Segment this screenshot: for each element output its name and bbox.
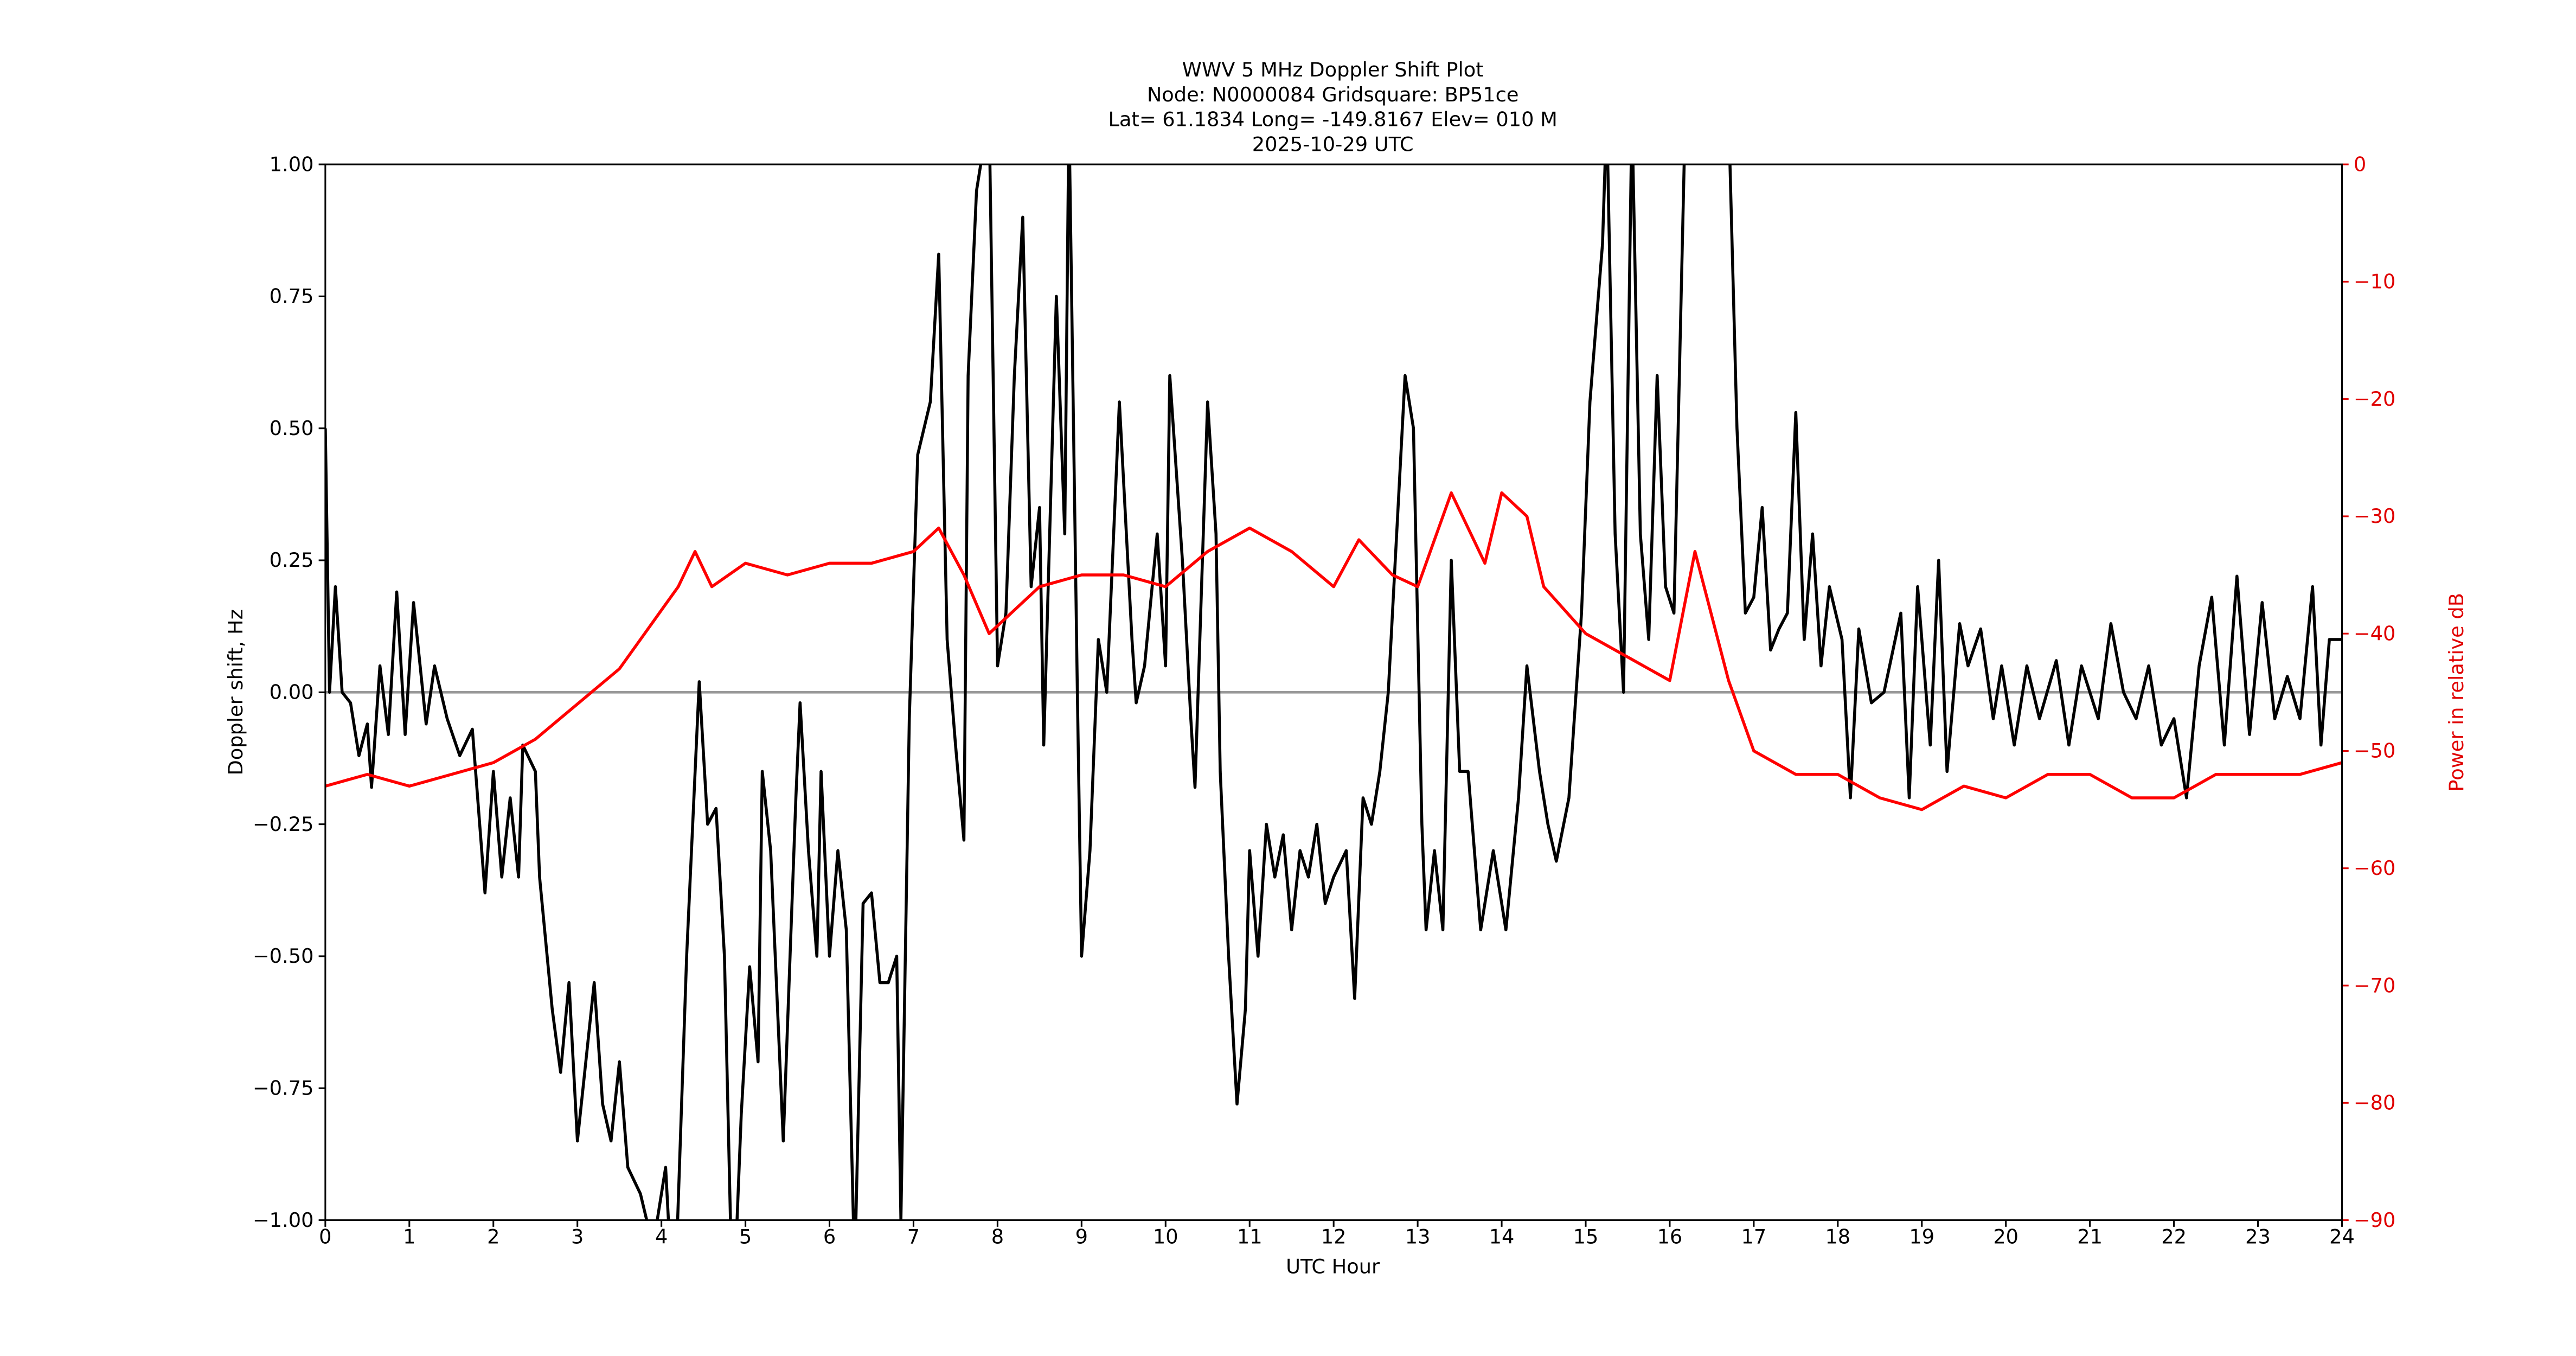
x-tick-label: 4 [655, 1225, 668, 1248]
y-tick-label: 0.75 [270, 285, 314, 308]
x-tick-label: 22 [2161, 1225, 2187, 1248]
x-tick-label: 6 [823, 1225, 836, 1248]
y2-axis-label: Power in relative dB [2445, 593, 2468, 792]
x-tick-label: 24 [2329, 1225, 2355, 1248]
y2-tick-label: −40 [2354, 622, 2396, 645]
y-tick-label: 0.50 [270, 417, 314, 440]
y2-tick-label: −50 [2354, 739, 2396, 763]
y2-tick-label: 0 [2354, 152, 2366, 176]
x-tick-label: 12 [1321, 1225, 1347, 1248]
x-tick-label: 1 [403, 1225, 415, 1248]
plot-frame [324, 163, 2343, 1221]
y2-tick-label: −70 [2354, 974, 2396, 997]
x-tick-label: 19 [1909, 1225, 1934, 1248]
series-line [325, 491, 2342, 811]
x-tick-label: 8 [991, 1225, 1004, 1248]
x-tick-label: 13 [1405, 1225, 1431, 1248]
x-tick-label: 9 [1075, 1225, 1088, 1248]
chart-title: 2025-10-29 UTC [1252, 133, 1414, 156]
x-axis-label: UTC Hour [1286, 1255, 1380, 1278]
x-tick-label: 3 [571, 1225, 584, 1248]
y2-tick-label: −90 [2354, 1208, 2396, 1232]
y-tick-label: 1.00 [270, 152, 314, 176]
chart-title: Node: N0000084 Gridsquare: BP51ce [1147, 83, 1519, 106]
x-tick-label: 0 [319, 1225, 331, 1248]
y-axis-label: Doppler shift, Hz [224, 609, 247, 775]
series-line [325, 164, 2342, 1220]
y2-tick-label: −10 [2354, 270, 2396, 293]
y-tick-label: −0.75 [253, 1077, 314, 1100]
y2-tick-label: −20 [2354, 387, 2396, 411]
y2-tick-label: −80 [2354, 1091, 2396, 1115]
x-tick-label: 14 [1489, 1225, 1515, 1248]
x-tick-label: 11 [1237, 1225, 1263, 1248]
x-tick-label: 20 [1993, 1225, 2018, 1248]
y2-tick-label: −60 [2354, 856, 2396, 880]
y-tick-label: −0.50 [253, 944, 314, 968]
x-tick-label: 18 [1825, 1225, 1850, 1248]
y-tick-label: −1.00 [253, 1208, 314, 1232]
x-tick-label: 15 [1573, 1225, 1599, 1248]
chart-title: WWV 5 MHz Doppler Shift Plot [1182, 58, 1484, 81]
x-tick-label: 17 [1741, 1225, 1767, 1248]
x-tick-label: 5 [739, 1225, 752, 1248]
x-tick-label: 10 [1153, 1225, 1178, 1248]
chart-title: Lat= 61.1834 Long= -149.8167 Elev= 010 M [1108, 108, 1557, 131]
x-tick-label: 16 [1657, 1225, 1683, 1248]
y-tick-label: 0.00 [270, 681, 314, 704]
y2-tick-label: −30 [2354, 504, 2396, 528]
x-tick-label: 2 [487, 1225, 499, 1248]
x-tick-label: 21 [2077, 1225, 2103, 1248]
x-tick-label: 7 [907, 1225, 920, 1248]
y-tick-label: −0.25 [253, 813, 314, 836]
x-tick-label: 23 [2245, 1225, 2271, 1248]
y-tick-label: 0.25 [270, 548, 314, 572]
